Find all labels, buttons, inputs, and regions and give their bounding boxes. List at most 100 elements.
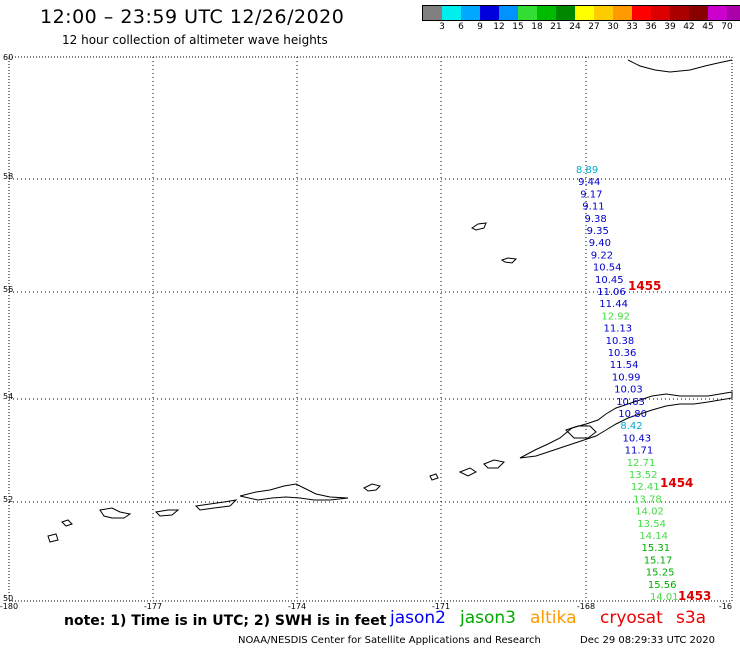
swh-value: 12.71	[627, 458, 656, 469]
island-fox-2	[458, 467, 477, 477]
colorbar-swatch	[461, 6, 480, 20]
swh-value: 15.56	[648, 580, 677, 591]
map-title: 12:00 – 23:59 UTC 12/26/2020	[40, 6, 345, 28]
swh-value: 11.13	[604, 324, 633, 335]
latitude-tick-label: 52	[3, 495, 13, 504]
swh-value: 10.54	[593, 263, 622, 274]
coastline	[47, 59, 733, 543]
longitude-tick-label: -177	[144, 602, 162, 611]
colorbar-label: 15	[512, 22, 524, 32]
colorbar-label: 12	[493, 22, 505, 32]
swh-value: 10.38	[606, 336, 635, 347]
colorbar-label: 33	[626, 22, 638, 32]
latitude-tick-label: 50	[3, 594, 13, 603]
swh-value: 10.80	[618, 409, 647, 420]
colorbar-label: 36	[645, 22, 657, 32]
colorbar-label: 27	[588, 22, 600, 32]
swh-value: 13.78	[633, 494, 662, 505]
colorbar-swatch	[689, 6, 708, 20]
footer-org: NOAA/NESDIS Center for Satellite Applica…	[238, 635, 541, 646]
swh-value: 14.02	[635, 507, 664, 518]
map-gridlines	[9, 57, 732, 601]
colorbar-swatch	[556, 6, 575, 20]
legend-s3a: s3a	[676, 608, 707, 628]
colorbar-swatch	[613, 6, 632, 20]
island-rat-2	[154, 509, 180, 517]
swh-value: 9.38	[585, 214, 607, 225]
colorbar-swatch	[670, 6, 689, 20]
track-time-labels: 1455 1454 1453	[628, 279, 711, 603]
map-subtitle: 12 hour collection of altimeter wave hei…	[62, 33, 328, 47]
colorbar-swatch	[442, 6, 461, 20]
swh-value: 9.40	[589, 238, 611, 249]
swh-track-values: 8.899.449.179.119.389.359.409.2210.5410.…	[576, 165, 679, 603]
swh-value: 8.42	[620, 421, 642, 432]
colorbar-swatch	[499, 6, 518, 20]
swh-value: 10.45	[595, 275, 624, 286]
units-note: note: 1) Time is in UTC; 2) SWH is in fe…	[64, 613, 387, 629]
swh-value: 11.44	[599, 299, 628, 310]
swh-value: 13.52	[629, 470, 658, 481]
colorbar-swatch	[537, 6, 556, 20]
swh-value: 15.31	[642, 543, 671, 554]
swh-value: 9.11	[582, 202, 604, 213]
longitude-tick-label: -174	[288, 602, 306, 611]
swh-value: 12.41	[631, 482, 660, 493]
island-rat-1	[194, 499, 238, 511]
swh-value: 11.54	[610, 360, 639, 371]
colorbar-label: 30	[607, 22, 619, 32]
swh-value: 14.14	[639, 531, 668, 542]
colorbar-swatch	[518, 6, 537, 20]
colorbar-label: 42	[683, 22, 695, 32]
colorbar-label: 24	[569, 22, 581, 32]
swh-value: 11.71	[625, 446, 654, 457]
time-label: 1455	[628, 279, 661, 293]
longitude-tick-label: -171	[432, 602, 450, 611]
alaska-peninsula	[519, 391, 733, 459]
swh-value: 9.44	[578, 177, 600, 188]
map-frame	[8, 56, 733, 602]
longitude-tick-label: -180	[0, 602, 18, 611]
island-near-3	[47, 533, 59, 543]
time-label: 1454	[660, 476, 693, 490]
legend-cryosat: cryosat	[600, 608, 663, 628]
colorbar-label: 3	[439, 22, 445, 32]
swh-value: 15.17	[644, 555, 673, 566]
colorbar-swatch	[480, 6, 499, 20]
colorbar-label: 70	[721, 22, 733, 32]
legend-jason2: jason2	[390, 608, 446, 628]
island-near-2	[61, 519, 73, 527]
time-label: 1453	[678, 589, 711, 603]
colorbar-swatch	[632, 6, 651, 20]
latitude-tick-label: 54	[3, 392, 13, 401]
latitude-tick-label: 60	[3, 53, 13, 62]
swh-value: 15.25	[646, 568, 675, 579]
colorbar-label: 9	[477, 22, 483, 32]
swh-value: 9.17	[580, 189, 602, 200]
island-pribilof-2	[500, 257, 518, 264]
longitude-tick-label: -168	[577, 602, 595, 611]
colorbar-label: 6	[458, 22, 464, 32]
swh-value: 12.92	[601, 311, 630, 322]
mainland-coast	[627, 59, 733, 73]
island-andreanof-1	[363, 483, 381, 492]
colorbar-swatch	[423, 6, 442, 20]
colorbar-swatch	[651, 6, 670, 20]
colorbar-label: 21	[550, 22, 562, 32]
island-fox-3	[429, 473, 439, 481]
legend-jason3: jason3	[460, 608, 516, 628]
colorbar-swatch	[727, 6, 740, 20]
swh-value: 14.01	[650, 592, 679, 603]
colorbar-swatch	[575, 6, 594, 20]
colorbar-label: 18	[531, 22, 543, 32]
latitude-tick-label: 58	[3, 172, 13, 181]
colorbar-swatch	[708, 6, 727, 20]
island-pribilof-1	[471, 222, 487, 231]
colorbar-swatch	[594, 6, 613, 20]
latitude-tick-labels: 60 58 56 54 52 50	[3, 53, 13, 603]
colorbar-label: 39	[664, 22, 676, 32]
footer-date: Dec 29 08:29:33 UTC 2020	[580, 635, 715, 646]
swh-value: 11.06	[597, 287, 626, 298]
colorbar-label: 45	[702, 22, 714, 32]
latitude-tick-label: 56	[3, 285, 13, 294]
